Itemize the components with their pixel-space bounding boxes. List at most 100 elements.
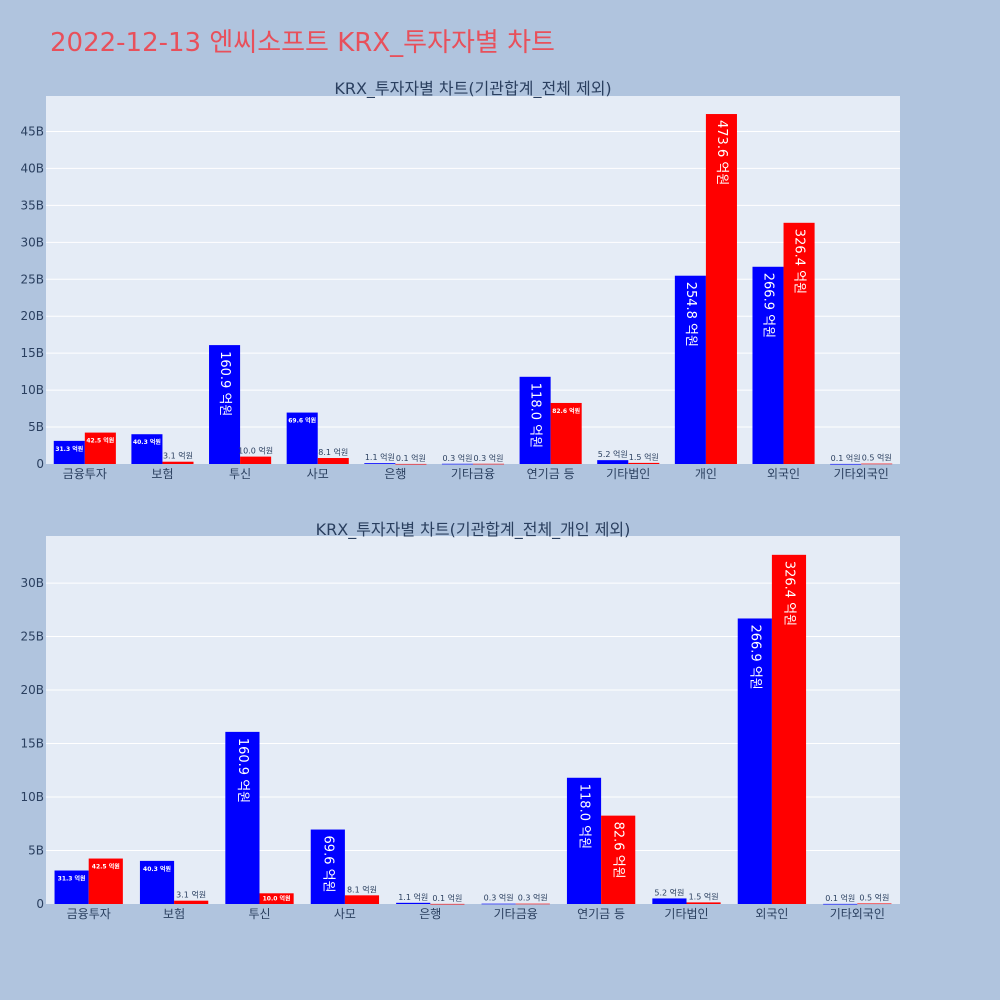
bar-sell (344, 895, 380, 904)
x-tick-label: 외국인 (755, 907, 788, 921)
bar-buy (566, 777, 602, 904)
data-label: 0.3 억원 (442, 453, 472, 463)
x-tick-label: 연기금 등 (527, 467, 575, 481)
data-label: 31.3 억원 (58, 875, 86, 883)
bar-sell (515, 903, 550, 905)
data-label: 82.6 억원 (552, 407, 580, 415)
data-label: 326.4 억원 (781, 561, 796, 626)
bar-sell (162, 461, 194, 464)
bar-buy (597, 460, 629, 464)
bar-sell (240, 456, 272, 464)
bar-buy (364, 463, 396, 464)
x-tick-label: 개인 (695, 467, 717, 481)
bar-buy (737, 618, 772, 904)
y-tick-label: 20B (20, 309, 44, 323)
x-tick-label: 기타외국인 (834, 467, 889, 481)
chart-title: KRX_투자자별 차트(기관합계_전체 제외) (334, 79, 611, 99)
bar-sell (628, 462, 660, 464)
bar-sell (84, 432, 116, 464)
bar-sell (317, 458, 349, 464)
data-label: 0.3 억원 (474, 453, 504, 463)
x-tick-label: 금융투자 (63, 467, 107, 481)
data-label: 0.5 억원 (862, 453, 892, 463)
data-label: 1.5 억원 (629, 452, 659, 462)
chart-title: KRX_투자자별 차트(기관합계_전체_개인 제외) (316, 520, 631, 540)
y-tick-label: 45B (20, 124, 44, 138)
y-tick-label: 0 (36, 457, 44, 471)
y-tick-label: 20B (20, 683, 44, 697)
data-label: 266.9 억원 (761, 273, 776, 338)
investor-chart-top: KRX_투자자별 차트(기관합계_전체 제외) 0 5B 10B 15B 20B 25B 30… (20, 79, 900, 481)
bar-buy (830, 463, 862, 465)
y-tick-label: 15B (20, 737, 44, 751)
data-label: 1.1 억원 (365, 452, 395, 462)
x-tick-label: 기타법인 (664, 907, 708, 921)
data-label: 8.1 억원 (347, 884, 377, 894)
bar-sell (857, 903, 892, 905)
x-tick-label: 연기금 등 (577, 907, 625, 921)
x-tick-label: 기타법인 (606, 467, 650, 481)
data-label: 42.5 억원 (92, 863, 120, 871)
bar-buy (441, 463, 473, 465)
x-tick-label: 투신 (229, 467, 251, 481)
y-tick-label: 30B (20, 576, 44, 590)
bar-buy (823, 903, 858, 905)
bar-sell (686, 902, 721, 904)
y-tick-label: 10B (20, 383, 44, 397)
bar-sell (259, 893, 294, 904)
y-tick-label: 0 (36, 897, 44, 911)
bar-buy (54, 870, 89, 904)
data-label: 0.3 억원 (518, 893, 548, 903)
y-tick-label: 35B (20, 198, 44, 212)
data-label: 69.6 억원 (320, 836, 335, 893)
data-label: 0.1 억원 (432, 893, 462, 903)
bar-sell (88, 858, 123, 904)
bar-sell (550, 402, 582, 464)
bar-buy (674, 275, 706, 464)
data-label: 10.0 억원 (263, 895, 291, 903)
x-tick-label: 사모 (334, 907, 356, 921)
x-tick-label: 기타금융 (451, 467, 495, 481)
x-tick-label: 보험 (151, 467, 173, 481)
data-label: 31.3 억원 (55, 445, 83, 453)
bar-buy (139, 860, 175, 904)
bar-buy (53, 440, 85, 464)
data-label: 1.1 억원 (398, 892, 428, 902)
data-label: 8.1 억원 (318, 447, 348, 457)
data-label: 5.2 억원 (654, 887, 684, 897)
data-label: 82.6 억원 (611, 822, 626, 879)
bar-buy (752, 266, 784, 464)
bar-buy (310, 829, 345, 904)
y-tick-label: 15B (20, 346, 44, 360)
bar-sell (473, 463, 505, 465)
y-tick-label: 5B (28, 844, 44, 858)
bar-sell (395, 463, 427, 465)
bar-sell (771, 554, 807, 904)
bar-buy (131, 434, 163, 464)
data-label: 254.8 억원 (683, 282, 698, 347)
y-tick-label: 40B (20, 161, 44, 175)
data-label: 3.1 억원 (163, 451, 193, 461)
x-tick-label: 사모 (307, 467, 329, 481)
x-tick-label: 은행 (419, 906, 441, 921)
data-label: 326.4 억원 (792, 229, 807, 294)
y-tick-label: 30B (20, 235, 44, 249)
data-label: 160.9 억원 (217, 351, 232, 416)
data-label: 0.1 억원 (396, 453, 426, 463)
page-title: 2022-12-13 엔씨소프트 KRX_투자자별 차트 (50, 28, 555, 58)
data-label: 1.5 억원 (689, 891, 719, 901)
data-label: 473.6 억원 (714, 120, 729, 185)
data-label: 40.3 억원 (143, 865, 171, 873)
data-label: 3.1 억원 (176, 890, 206, 900)
data-label: 0.1 억원 (831, 453, 861, 463)
x-tick-label: 기타금융 (494, 907, 538, 921)
y-tick-label: 5B (28, 420, 44, 434)
y-tick-label: 25B (20, 630, 44, 644)
bar-buy (519, 376, 551, 464)
bar-sell (861, 463, 893, 465)
bar-buy (225, 731, 260, 904)
bar-sell (783, 222, 815, 464)
y-tick-label: 10B (20, 790, 44, 804)
bar-sell (430, 903, 465, 905)
bar-sell (705, 114, 737, 465)
